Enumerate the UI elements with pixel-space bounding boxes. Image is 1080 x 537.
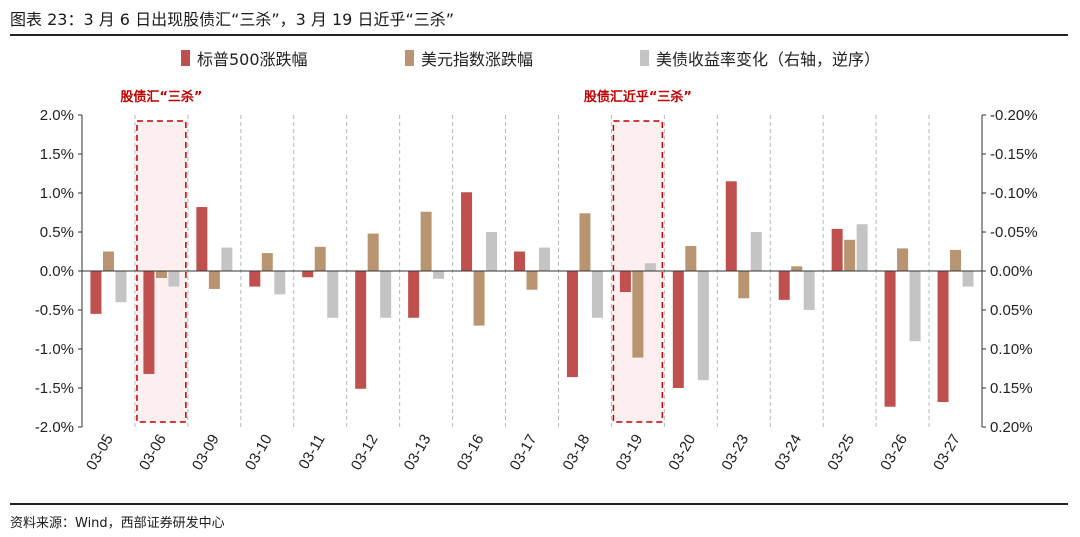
y-left-tick-label: 2.0% — [40, 107, 74, 124]
legend-label: 美债收益率变化（右轴，逆序） — [656, 50, 880, 69]
x-tick-label: 03-24 — [771, 432, 805, 474]
bar-3 — [486, 232, 498, 271]
legend-swatch — [181, 50, 190, 66]
y-left-tick-label: -1.0% — [35, 341, 74, 358]
x-tick-label: 03-23 — [718, 432, 752, 474]
bar-3 — [168, 271, 180, 287]
bar-1 — [249, 271, 261, 287]
bar-2 — [844, 239, 856, 271]
bar-1 — [408, 271, 420, 318]
bar-3 — [115, 271, 127, 303]
bar-1 — [143, 271, 155, 374]
bar-1 — [566, 271, 578, 378]
y-right-tick-label: 0.15% — [990, 380, 1033, 397]
y-left-tick-label: -1.5% — [35, 380, 74, 397]
bar-2 — [897, 248, 909, 271]
bar-3 — [856, 224, 868, 271]
x-tick-label: 03-12 — [348, 432, 382, 474]
bar-1 — [778, 271, 790, 300]
y-left-tick-label: 1.5% — [40, 146, 74, 163]
bar-2 — [738, 271, 750, 299]
bar-1 — [619, 271, 631, 293]
bar-3 — [591, 271, 603, 318]
bar-1 — [302, 271, 314, 278]
y-right-tick-label: 0.10% — [990, 341, 1033, 358]
legend-swatch — [640, 50, 649, 66]
y-right-tick-label: -0.15% — [990, 146, 1038, 163]
bar-2 — [791, 266, 803, 271]
bar-1 — [196, 207, 208, 271]
x-tick-label: 03-27 — [930, 432, 964, 474]
y-left-tick-label: 0.0% — [40, 263, 74, 280]
top-rule — [10, 34, 1068, 36]
bar-3 — [327, 271, 339, 318]
bar-3 — [644, 263, 656, 271]
bar-2 — [526, 271, 538, 290]
bar-1 — [831, 228, 843, 271]
x-tick-label: 03-16 — [454, 432, 488, 474]
legend-label: 标普500涨跌幅 — [197, 50, 308, 69]
bar-2 — [473, 271, 485, 326]
bar-chart: 2.0% 1.5% 1.0% 0.5% 0.0% -0.5% -1.0% -1.5% -2.0%… — [35, 50, 1038, 474]
x-tick-label: 03-17 — [507, 432, 541, 474]
y-left-tick-label: -2.0% — [35, 419, 74, 436]
bar-1 — [514, 251, 525, 271]
bar-1 — [355, 271, 367, 389]
bar-1 — [884, 271, 896, 407]
y-left-tick-label: 1.0% — [40, 185, 74, 202]
legend-swatch — [405, 50, 414, 66]
bar-1 — [937, 271, 949, 403]
bar-3 — [274, 271, 286, 295]
bar-3 — [803, 271, 815, 310]
bar-3 — [221, 247, 233, 271]
bar-3 — [909, 271, 921, 342]
bar-1 — [90, 271, 102, 314]
bar-2 — [420, 211, 432, 271]
bar-3 — [962, 271, 974, 287]
bar-1 — [461, 192, 473, 271]
bar-2 — [314, 246, 326, 271]
y-right-tick-label: 0.20% — [990, 419, 1033, 436]
bar-1 — [725, 181, 737, 271]
annotation-label: 股债汇“三杀” — [120, 89, 202, 105]
bar-2 — [102, 251, 114, 271]
bar-3 — [433, 271, 445, 279]
y-right-tick-label: -0.20% — [990, 107, 1038, 124]
bar-3 — [539, 247, 550, 271]
bar-2 — [579, 213, 591, 271]
x-tick-label: 03-19 — [612, 432, 646, 474]
bar-3 — [697, 271, 709, 381]
bar-1 — [672, 271, 684, 388]
bottom-rule — [10, 503, 1068, 505]
bar-2 — [261, 253, 273, 271]
bar-2 — [367, 233, 379, 271]
x-tick-label: 03-11 — [295, 432, 328, 473]
annotation-label: 股债汇近乎“三杀” — [584, 89, 692, 105]
x-tick-label: 03-13 — [401, 432, 435, 474]
x-tick-label: 03-20 — [665, 432, 699, 474]
x-tick-label: 03-10 — [242, 432, 276, 474]
y-left-tick-label: 0.5% — [40, 224, 74, 241]
x-tick-label: 03-26 — [877, 432, 911, 474]
bar-2 — [685, 246, 697, 271]
bar-2 — [950, 249, 962, 271]
x-tick-label: 03-06 — [136, 432, 170, 474]
bar-3 — [380, 271, 392, 318]
y-left-tick-label: -0.5% — [35, 302, 74, 319]
y-right-tick-label: 0.00% — [990, 263, 1033, 280]
bar-2 — [155, 271, 167, 279]
y-right-tick-label: -0.10% — [990, 185, 1038, 202]
y-right-tick-label: 0.05% — [990, 302, 1033, 319]
figure-title: 图表 23：3 月 6 日出现股债汇“三杀”，3 月 19 日近乎“三杀” — [10, 10, 455, 29]
x-tick-label: 03-05 — [83, 432, 117, 474]
bar-2 — [632, 271, 644, 358]
y-right-tick-label: -0.05% — [990, 224, 1038, 241]
source-note: 资料来源：Wind，西部证券研发中心 — [10, 516, 225, 531]
bar-2 — [208, 271, 220, 289]
legend-label: 美元指数涨跌幅 — [421, 50, 533, 69]
x-tick-label: 03-09 — [189, 432, 223, 474]
x-tick-label: 03-18 — [559, 432, 593, 474]
bar-3 — [750, 232, 762, 271]
x-tick-label: 03-25 — [824, 432, 858, 474]
